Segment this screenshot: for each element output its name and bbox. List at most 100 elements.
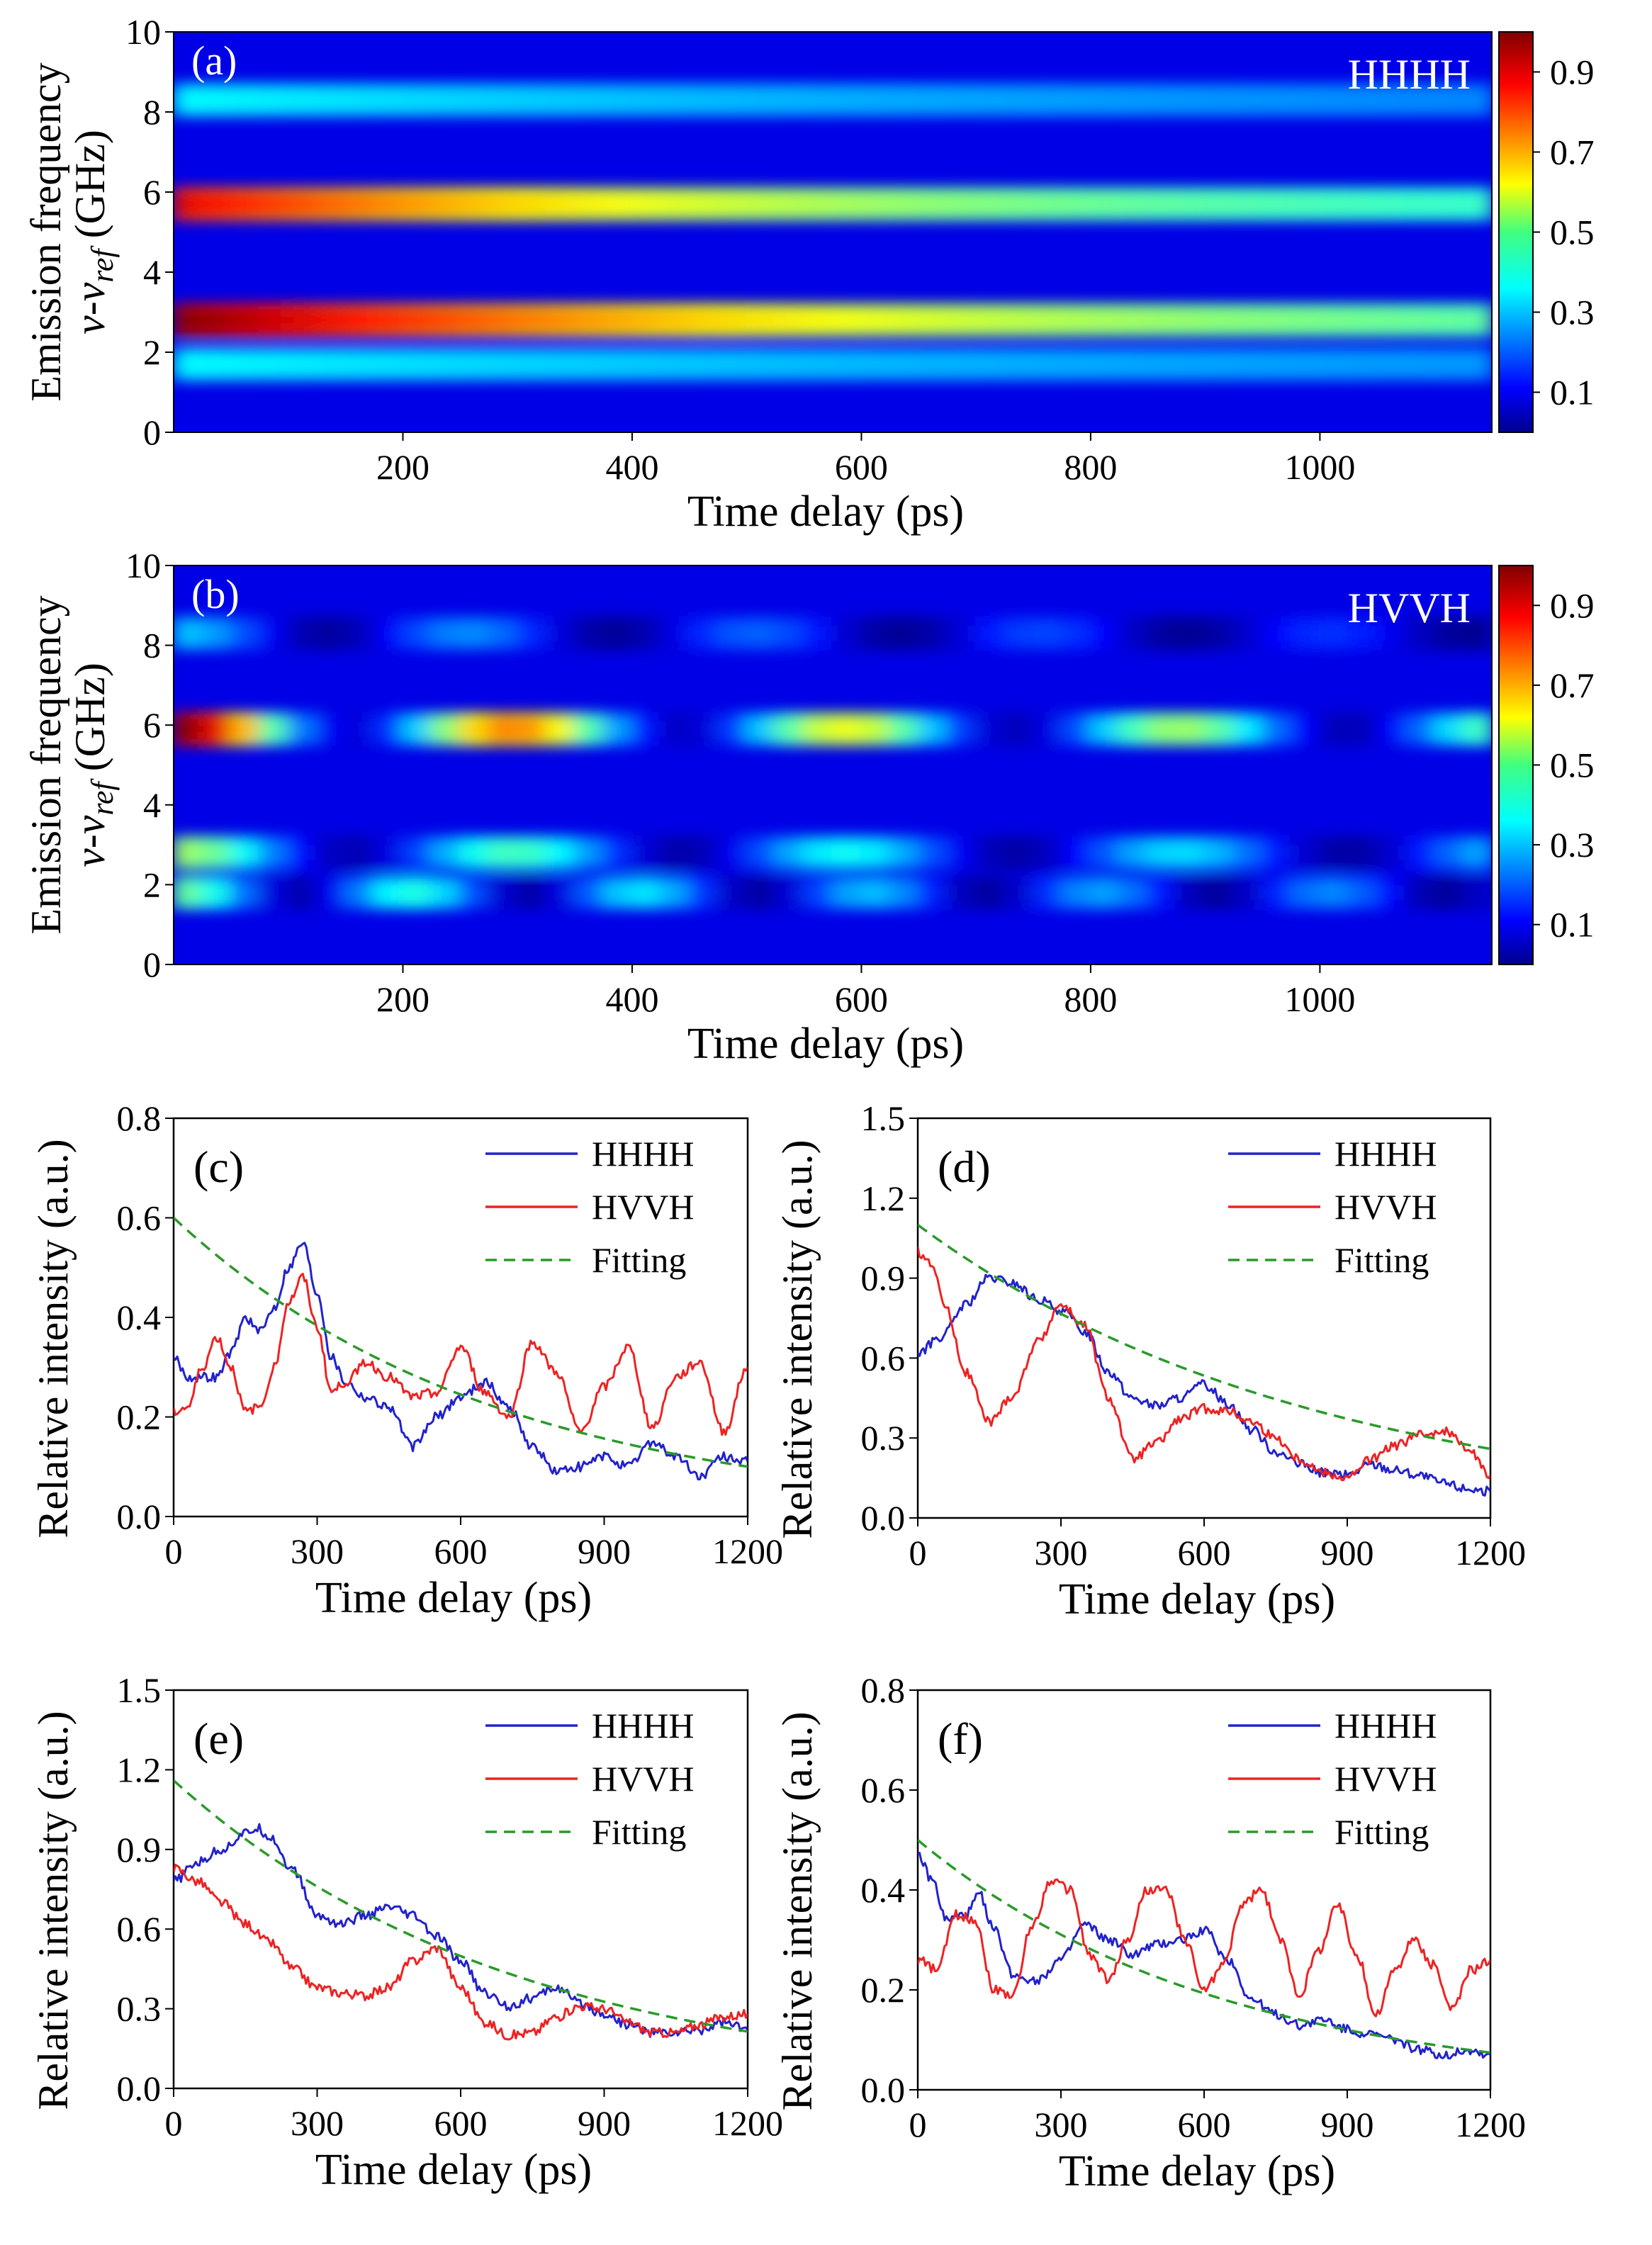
heatmap-band-1-core [1347, 196, 1379, 212]
heatmap-band-2-core [1203, 845, 1236, 861]
x-tick-label: 0 [165, 2103, 183, 2143]
x-axis-label: Time delay (ps) [687, 488, 964, 536]
heatmap-band-0-core [258, 92, 290, 108]
heatmap-band-0-core [659, 92, 691, 108]
heatmap-band-2-core [831, 845, 863, 861]
heatmap-band-3-core [1347, 884, 1379, 901]
heatmap-band-1-core [201, 721, 232, 737]
heatmap-band-3-core [573, 356, 605, 372]
panel-label: (d) [938, 1142, 991, 1192]
colorbar-tick-label: 0.7 [1550, 133, 1595, 172]
series-layer [918, 1839, 1490, 2060]
y-tick-label: 6 [143, 172, 161, 212]
y-tick-label: 0.9 [117, 1830, 162, 1869]
heatmap-band-0-core [630, 92, 663, 108]
heatmap-band-1-core [344, 721, 376, 737]
heatmap-band-0-core [1203, 625, 1236, 641]
x-tick-label: 900 [1321, 1533, 1374, 1572]
panel-label: (b) [191, 571, 240, 617]
series-line-fitting [174, 1217, 748, 1468]
heatmap-band-3-core [659, 884, 691, 901]
heatmap-band-2-core [687, 312, 720, 328]
x-axis-label: Time delay (ps) [315, 1574, 592, 1622]
heatmap-band-1-core [344, 196, 376, 212]
heatmap-band-2-core [174, 312, 204, 328]
series-line-fitting [918, 1839, 1490, 2054]
y-tick-label: 4 [143, 252, 161, 292]
heatmap-band-1-core [1404, 721, 1437, 737]
x-tick-label: 300 [1035, 1533, 1088, 1572]
heatmap-band-0-core [1433, 625, 1465, 641]
y-tick-label: 0.2 [117, 1397, 162, 1437]
heatmap-band-2-core [373, 845, 405, 861]
heatmap-band-1-core [831, 196, 863, 212]
heatmap-band-1-core [1318, 721, 1350, 737]
heatmap-band-3-core [945, 356, 978, 372]
y-axis-label-line1: Emission frequency [23, 595, 69, 934]
heatmap-band-3-core [1461, 884, 1492, 901]
heatmap-band-2-core [1318, 845, 1350, 861]
heatmap-band-2-core [1175, 845, 1207, 861]
heatmap-band-0-core [229, 92, 262, 108]
colorbar-tick-label: 0.7 [1550, 665, 1595, 705]
heatmap-band-0-core [1261, 625, 1293, 641]
heatmap-band-3-core [1289, 356, 1322, 372]
heatmap-band-2-core [516, 845, 548, 861]
heatmap-band-2-core [459, 312, 490, 328]
heatmap-band-0-core [1003, 92, 1035, 108]
legend: HHHH HVVH Fitting [1228, 1706, 1437, 1852]
heatmap-band-2-core [1289, 312, 1322, 328]
heatmap-band-3-core [774, 884, 806, 901]
heatmap-band-3-core [1003, 884, 1035, 901]
legend-label: HHHH [1334, 1706, 1437, 1745]
heatmap-band-3-core [687, 884, 720, 901]
heatmap-band-1-core [229, 196, 262, 212]
heatmap-band-1-core [602, 196, 634, 212]
series-line-hvvh [174, 1273, 748, 1436]
heatmap-band-1-core [1146, 196, 1179, 212]
heatmap-band-2-core [717, 845, 748, 861]
y-axis-label-line1: Emission frequency [23, 62, 69, 401]
heatmap-band-3-core [174, 884, 204, 901]
heatmap-band-3-core [1347, 356, 1379, 372]
heatmap-band-0-core [774, 625, 806, 641]
heatmap-band-2-core [945, 312, 978, 328]
heatmap-band-3-core [774, 356, 806, 372]
heatmap-band-2-core [344, 845, 376, 861]
heatmap-band-3-core [860, 884, 892, 901]
heatmap-band-0-core [573, 92, 605, 108]
heatmap-band-0-core [917, 625, 949, 641]
heatmap-band-1-core [860, 721, 892, 737]
y-tick-label: 0.6 [861, 1338, 906, 1378]
heatmap-band-0-core [1203, 92, 1236, 108]
heatmap-band-3-core [717, 356, 748, 372]
heatmap-band-3-core [860, 356, 892, 372]
colorbar-tick-label: 0.9 [1550, 585, 1595, 625]
heatmap-band-1-core [1289, 721, 1322, 737]
heatmap-band-0-core [487, 625, 519, 641]
heatmap-band-2-core [602, 312, 634, 328]
heatmap-band-1-core [544, 196, 577, 212]
heatmap-band-3-core [1318, 356, 1350, 372]
heatmap-band-1-core [1089, 721, 1121, 737]
heatmap-band-2-core [1404, 312, 1437, 328]
heatmap-band-3-core [1261, 356, 1293, 372]
heatmap-band-2-core [1347, 845, 1379, 861]
heatmap-band-0-core [802, 92, 834, 108]
y-tick-label: 8 [143, 626, 161, 665]
y-tick-label: 1.5 [861, 1098, 906, 1138]
legend-label: HHHH [1334, 1134, 1437, 1174]
heatmap-band-0-core [745, 625, 777, 641]
heatmap-band-0-core [774, 92, 806, 108]
heatmap-band-3-core [1118, 884, 1150, 901]
heatmap-band-1-core [945, 196, 978, 212]
heatmap-band-3-core [1404, 356, 1437, 372]
heatmap-band-1-core [917, 196, 949, 212]
heatmap-band-0-core [745, 92, 777, 108]
y-axis-label: Relative intensity (a.u.) [774, 1711, 821, 2110]
heatmap-band-2-core [429, 312, 462, 328]
y-tick-label: 0.4 [861, 1870, 906, 1910]
